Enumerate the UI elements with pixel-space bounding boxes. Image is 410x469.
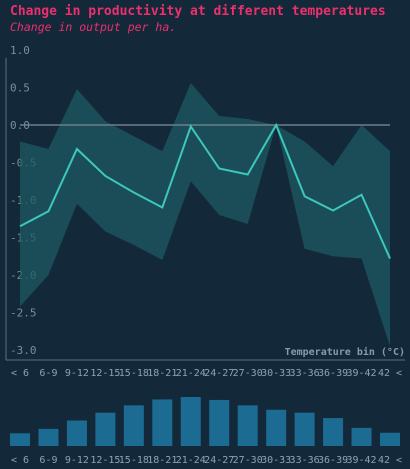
chart-subtitle: Change in output per ha.: [10, 20, 177, 34]
x-axis-top: < 6 6-9 9-12 12-1515-1818-2121-2424-2727-30…: [11, 368, 402, 379]
x-tick-label: 12-15: [90, 368, 120, 379]
x-tick-label: 33-36: [290, 368, 320, 379]
productivity-line: [19, 122, 391, 259]
x-tick-label: 9-12: [65, 368, 89, 379]
histogram-bar: [323, 418, 344, 446]
x-tick-label: 9-12: [65, 455, 89, 466]
histogram-bar: [152, 399, 173, 446]
histogram-bar: [237, 405, 258, 446]
x-tick-label: 18-21: [147, 368, 177, 379]
histogram-bar: [38, 428, 59, 446]
x-tick-label: 27-30: [233, 455, 263, 466]
x-tick-label: 33-36: [290, 455, 320, 466]
histogram-bar: [180, 397, 201, 446]
x-tick-label: 30-33: [261, 368, 291, 379]
x-tick-label: 18-21: [147, 455, 177, 466]
band-area: [20, 83, 390, 347]
histogram-bar: [123, 405, 144, 446]
histogram-bar: [95, 412, 116, 446]
x-tick-label: 24-27: [204, 368, 234, 379]
x-tick-label: 30-33: [261, 455, 291, 466]
x-tick-label: 21-24: [176, 455, 206, 466]
histogram-bar: [294, 412, 315, 446]
x-axis-bottom: < 6 6-9 9-12 12-1515-1818-2121-2424-2727-30…: [11, 455, 402, 466]
x-tick-label: 6-9: [39, 455, 57, 466]
x-tick-label: 27-30: [233, 368, 263, 379]
x-axis-label: Temperature bin (°C): [285, 346, 405, 358]
histogram-bar: [266, 409, 287, 446]
y-tick-label: -2.5: [10, 307, 37, 320]
x-tick-label: 6-9: [39, 368, 57, 379]
histogram-bar: [351, 427, 372, 446]
chart-title: Change in productivity at different temp…: [10, 4, 386, 19]
x-tick-label: 39-42: [346, 455, 376, 466]
x-tick-label: 21-24: [176, 368, 206, 379]
x-tick-label: 39-42: [346, 368, 376, 379]
histogram-bar: [66, 420, 87, 446]
x-tick-label: 24-27: [204, 455, 234, 466]
y-tick-label: 1.0: [10, 44, 30, 57]
histogram-bar: [10, 433, 30, 446]
x-tick-label: 36-39: [318, 368, 348, 379]
x-tick-label: 42 <: [378, 368, 402, 379]
histogram-bar: [380, 432, 400, 446]
y-tick-label: -3.0: [10, 344, 37, 357]
x-tick-label: < 6: [11, 368, 29, 379]
confidence-band: [20, 83, 390, 347]
histogram-bar: [209, 399, 230, 446]
x-tick-label: 36-39: [318, 455, 348, 466]
x-tick-label: 15-18: [119, 368, 149, 379]
x-tick-label: 42 <: [378, 455, 402, 466]
y-tick-label: 0.0: [10, 119, 30, 132]
histogram-bars: [10, 397, 400, 446]
x-tick-label: 12-15: [90, 455, 120, 466]
series-line: [19, 122, 391, 259]
y-tick-label: 0.5: [10, 82, 30, 95]
x-tick-label: 15-18: [119, 455, 149, 466]
x-tick-label: < 6: [11, 455, 29, 466]
